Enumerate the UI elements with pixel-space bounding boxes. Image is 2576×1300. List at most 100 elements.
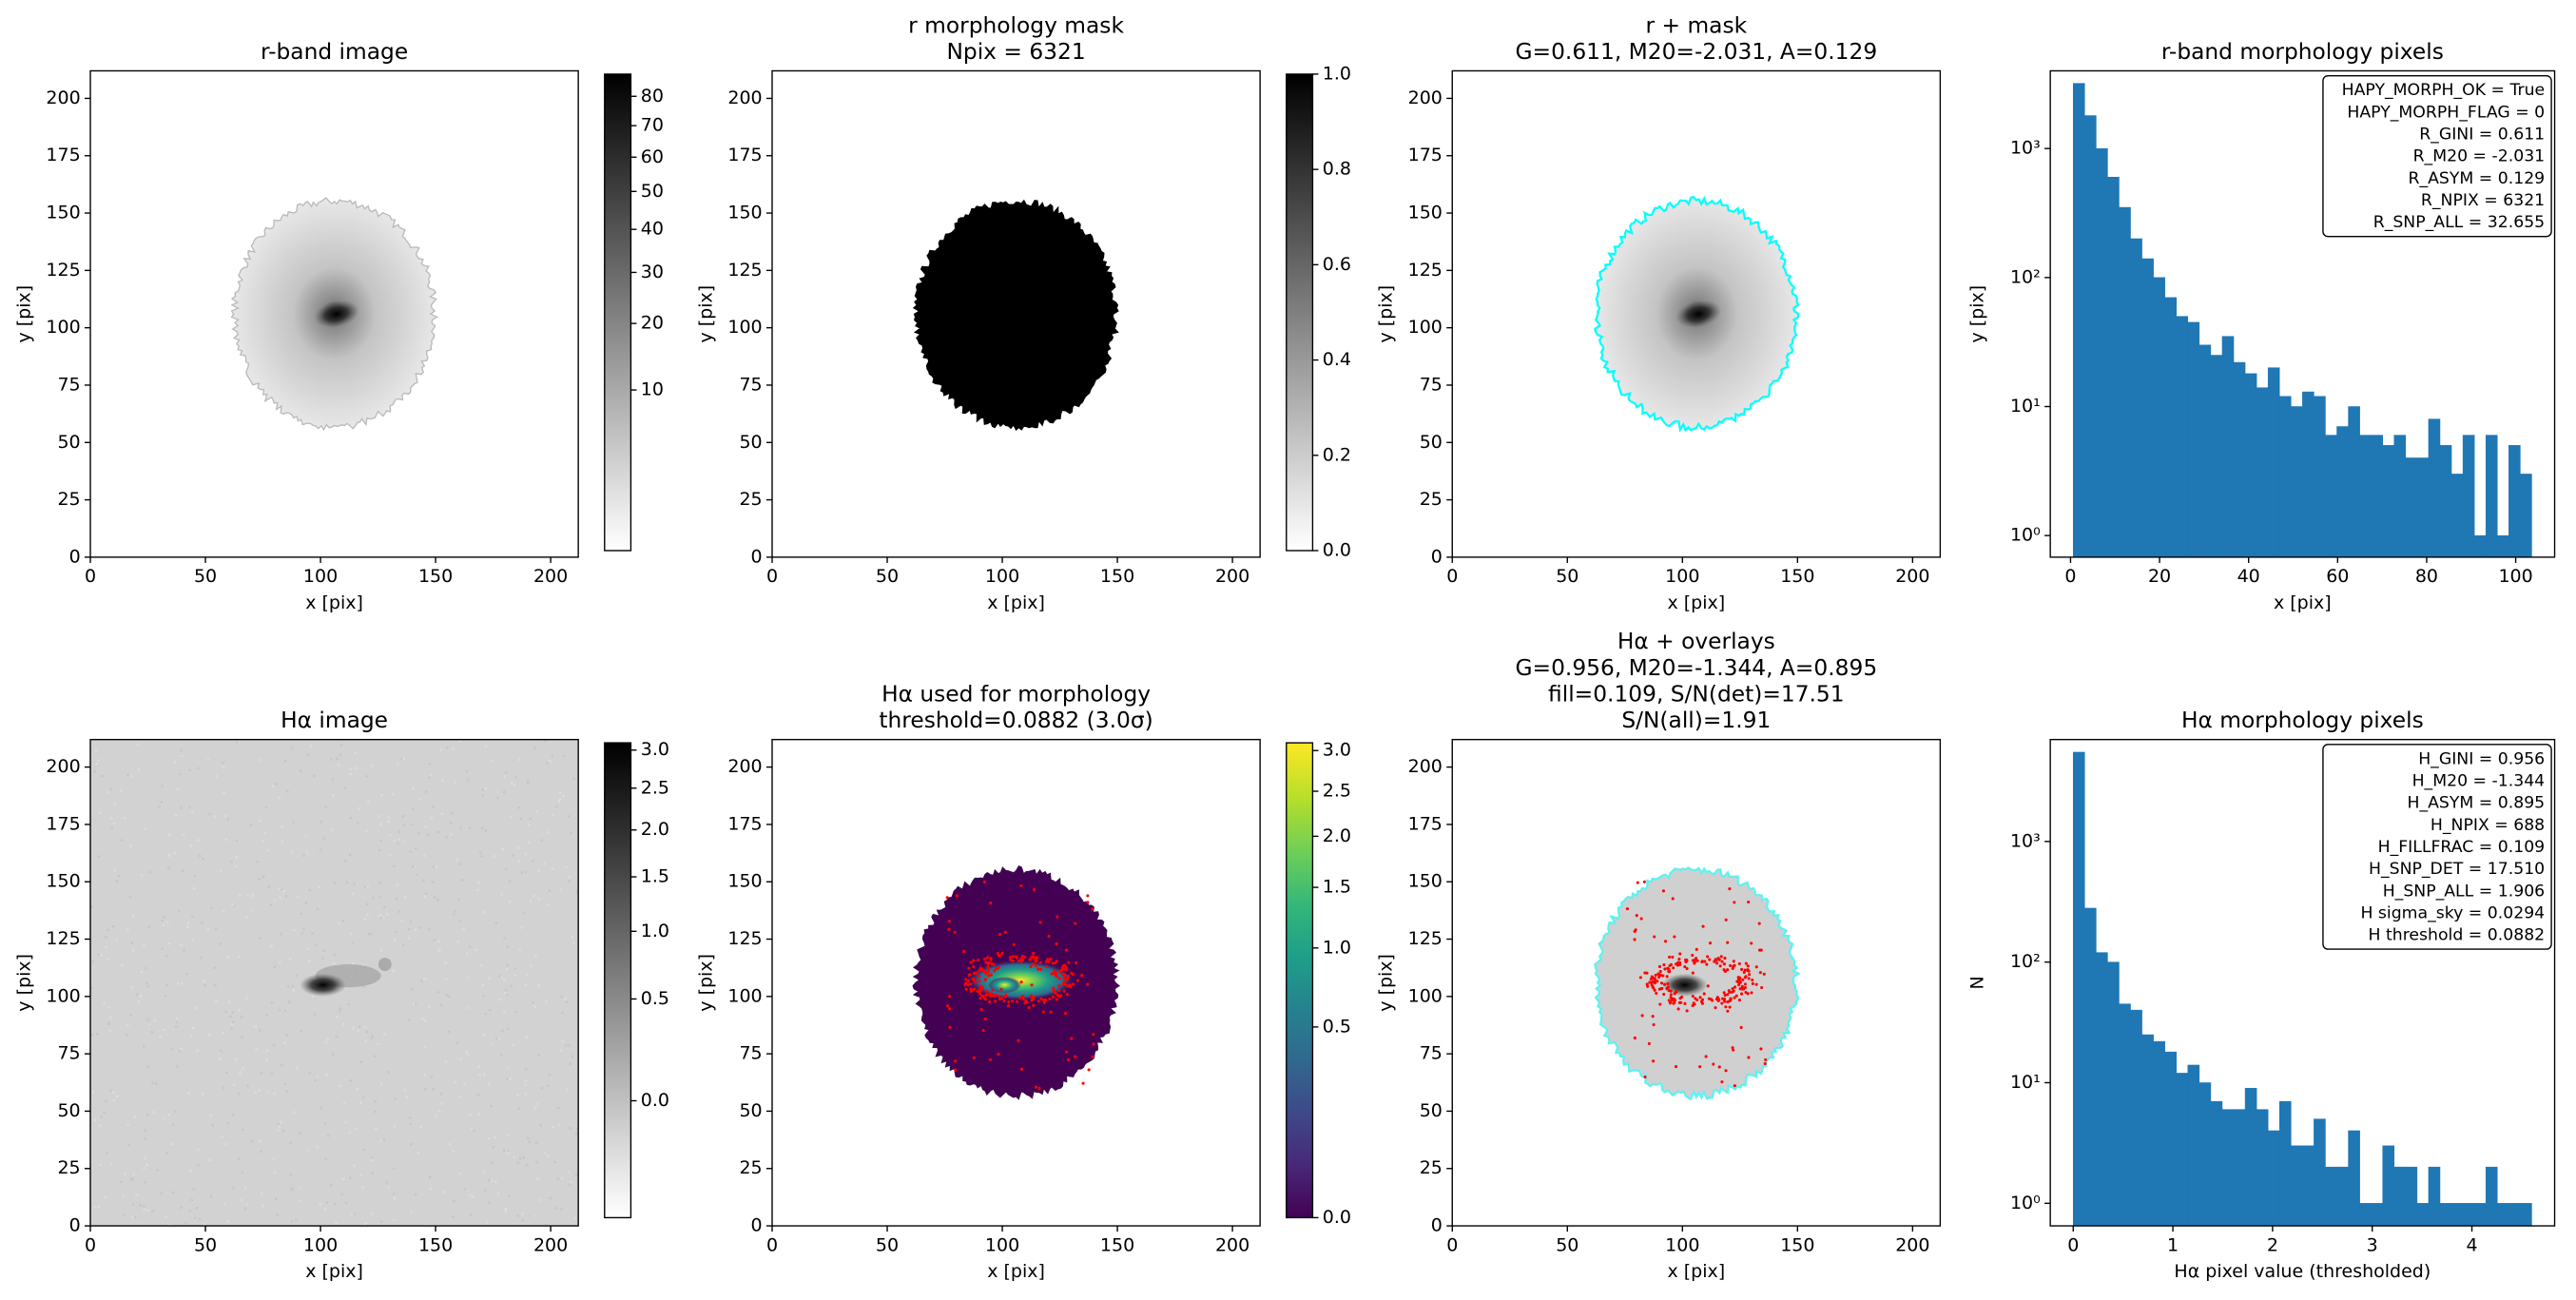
noise [495,1037,498,1040]
noise [430,1075,434,1078]
noise [365,775,368,778]
detected-pixel [1670,997,1674,1000]
detected-pixel [1716,997,1720,1000]
noise [504,867,508,871]
bar [2210,1100,2223,1227]
y-tick-label: 75 [739,374,762,395]
detected-pixel [1649,978,1653,981]
x-tick-label: 100 [2498,566,2532,587]
detected-pixel [1057,977,1061,980]
noise [291,984,295,988]
noise [379,1082,383,1085]
panel-title: G=0.956, M20=-1.344, A=0.895 [1515,655,1877,681]
detected-pixel [1734,994,1738,998]
noise [524,870,527,874]
noise [391,792,395,796]
noise [259,1139,261,1143]
bar [2508,445,2521,558]
noise [179,773,182,776]
detected-pixel [1739,992,1744,996]
colorbar-tick-label: 20 [641,313,664,334]
noise [496,796,499,800]
detected-pixel [1055,998,1058,1001]
noise [159,1036,162,1038]
detected-pixel [1091,907,1094,911]
noise [558,797,561,801]
noise [181,754,184,757]
noise [544,1224,547,1227]
noise [508,900,512,903]
y-tick-label: 175 [1408,813,1443,834]
noise [96,1033,99,1036]
noise [300,932,304,935]
noise [526,1136,530,1140]
noise [554,1207,557,1210]
noise [133,1116,137,1118]
detected-pixel [1732,964,1735,968]
detected-pixel [1658,1002,1662,1006]
detected-pixel [1698,1065,1702,1069]
noise [516,1094,519,1096]
noise [189,1170,192,1173]
noise [295,974,299,977]
detected-pixel [974,971,978,975]
detected-pixel [1006,1004,1011,1008]
noise [239,893,242,897]
noise [405,1096,408,1099]
detected-pixel [1678,960,1682,964]
noise [132,915,135,918]
detected-pixel [1706,955,1710,959]
noise [513,974,516,978]
noise [206,927,210,931]
noise [353,1164,356,1168]
noise [561,1011,564,1015]
noise [163,1028,165,1032]
noise [238,955,241,959]
noise [505,1151,508,1154]
noise [496,1192,500,1195]
noise [540,839,543,842]
detected-pixel [1066,974,1070,979]
noise [147,925,150,929]
noise [334,882,337,884]
detected-pixel [1675,1065,1678,1069]
noise [264,805,268,809]
x-tick-label: 1 [2167,1234,2179,1255]
noise [309,745,312,747]
noise [313,774,316,778]
bar [2176,1073,2189,1227]
noise [389,854,392,857]
noise [457,1172,461,1175]
colorbar-tick-label: 80 [641,86,664,107]
detected-pixel [978,980,981,983]
noise [161,947,164,950]
detected-pixel [1744,990,1748,995]
image-area [1593,866,1801,1101]
noise [351,1213,354,1215]
noise [380,917,383,920]
noise [214,815,217,818]
detected-pixel [1747,977,1751,980]
y-tick-label: 10³ [2010,830,2041,851]
noise [103,1195,107,1199]
noise [450,811,454,815]
noise [131,1203,135,1207]
panel-title: Hα image [281,708,388,733]
stats-line: R_GINI = 0.611 [2419,126,2545,145]
bar [2072,751,2085,1227]
x-tick-label: 100 [985,566,1019,587]
noise [319,848,322,851]
noise [308,960,311,962]
y-tick-label: 25 [57,489,80,510]
noise [198,854,202,858]
noise [129,844,133,847]
noise [576,1127,579,1131]
noise [403,840,406,844]
noise [397,843,399,845]
detected-pixel [1057,984,1061,988]
noise [393,1193,396,1196]
detected-pixel [1750,941,1753,945]
noise [227,1000,231,1003]
noise [214,984,217,987]
detected-pixel [1653,977,1656,980]
